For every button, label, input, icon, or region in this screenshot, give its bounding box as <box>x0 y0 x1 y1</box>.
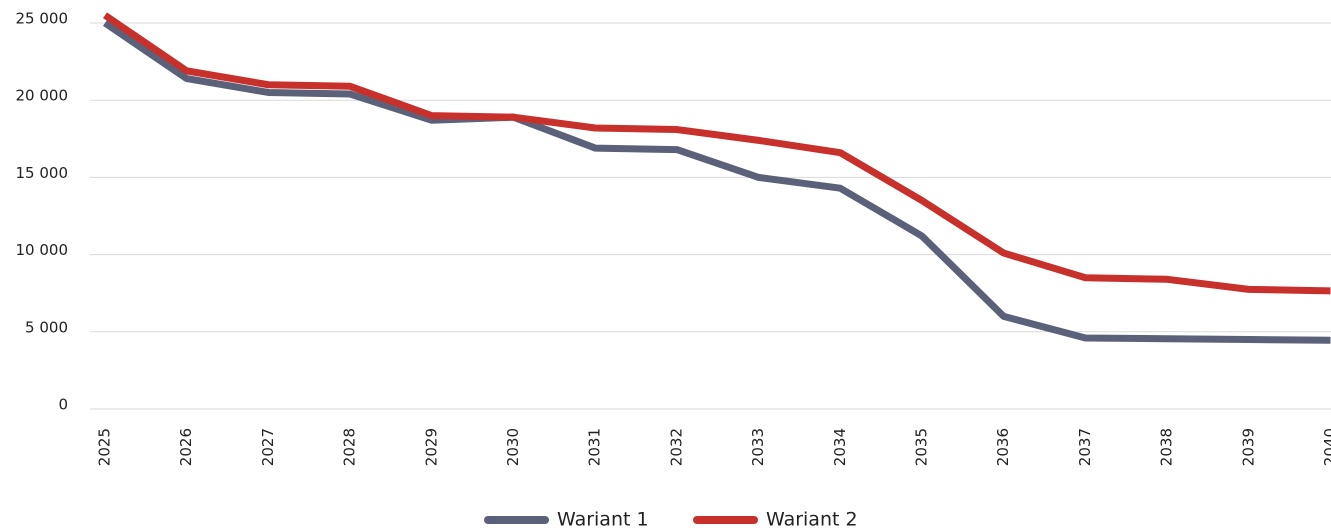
x-tick-label: 2037 <box>1076 428 1094 466</box>
y-tick-label: 20 000 <box>16 87 69 105</box>
x-tick-label: 2028 <box>341 428 359 466</box>
x-tick-label: 2040 <box>1321 428 1331 466</box>
legend-label: Wariant 1 <box>557 509 649 531</box>
x-tick-label: 2031 <box>586 428 604 466</box>
y-tick-label: 25 000 <box>16 10 69 28</box>
y-tick-label: 15 000 <box>16 164 69 182</box>
x-tick-label: 2033 <box>749 428 767 466</box>
x-tick-label: 2035 <box>913 428 931 466</box>
x-tick-label: 2030 <box>504 428 522 466</box>
x-tick-label: 2027 <box>259 428 277 466</box>
legend-item: Wariant 1 <box>484 509 649 531</box>
y-tick-label: 5 000 <box>25 318 68 336</box>
x-tick-label: 2034 <box>831 428 849 466</box>
series-line <box>103 12 1331 295</box>
legend-item: Wariant 2 <box>693 509 858 531</box>
x-tick-label: 2039 <box>1239 428 1257 466</box>
x-tick-label: 2026 <box>177 428 195 466</box>
y-tick-label: 0 <box>58 396 68 414</box>
x-tick-label: 2025 <box>96 428 114 466</box>
legend-label: Wariant 2 <box>766 509 858 531</box>
x-tick-label: 2032 <box>667 428 685 466</box>
x-tick-label: 2038 <box>1158 428 1176 466</box>
x-tick-label: 2036 <box>994 428 1012 466</box>
x-tick-label: 2029 <box>422 428 440 466</box>
series-line <box>103 20 1331 344</box>
y-tick-label: 10 000 <box>16 241 69 259</box>
